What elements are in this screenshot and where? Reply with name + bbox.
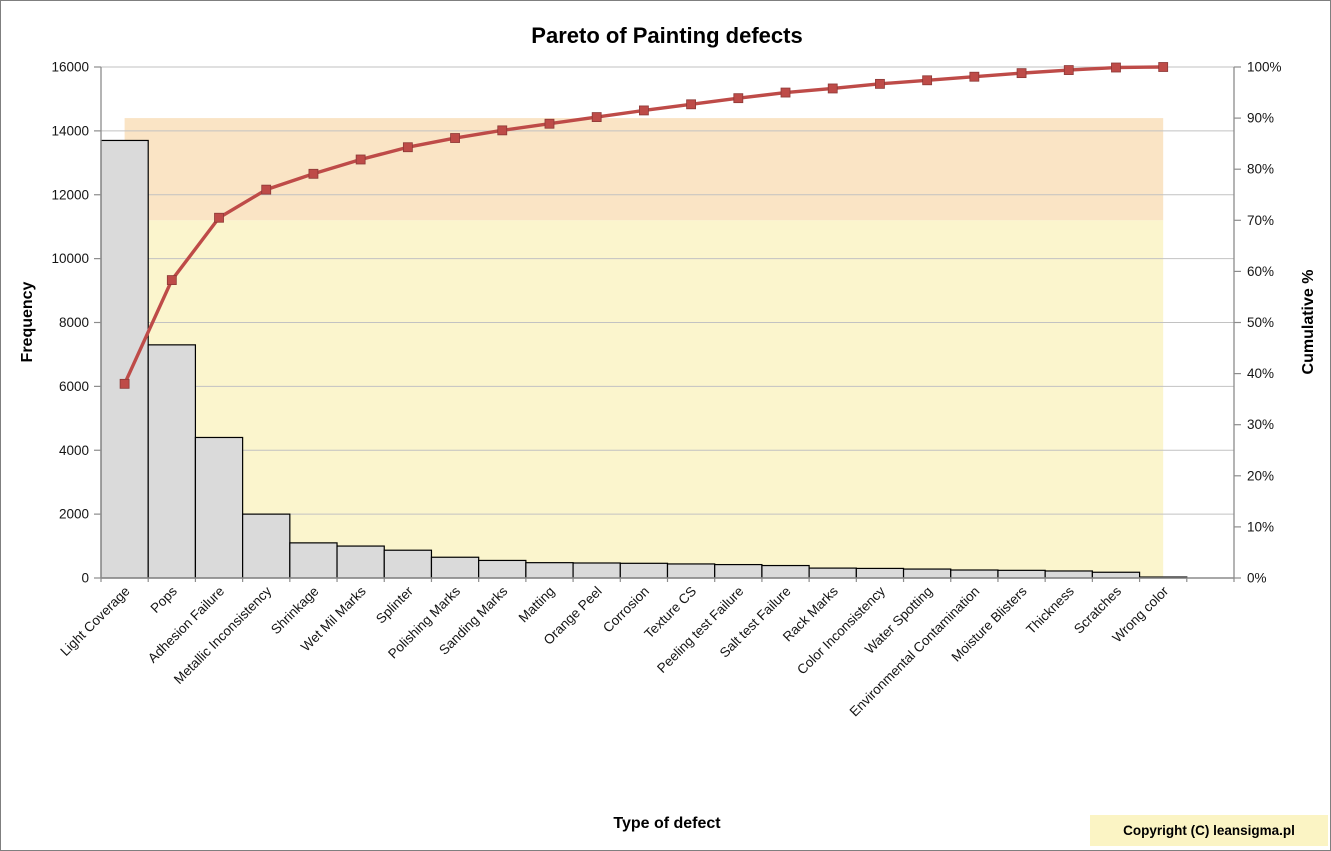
x-tick-label-light-coverage: Light Coverage bbox=[57, 584, 132, 659]
bar-peeling-test-failure bbox=[714, 563, 763, 579]
bar-texture-cs bbox=[666, 563, 716, 579]
x-tick-label-color-inconsistency: Color Inconsistency bbox=[794, 583, 888, 677]
bar-pops bbox=[147, 344, 197, 579]
cumulative-marker-color-inconsistency bbox=[875, 78, 885, 89]
y-right-tick-label-70%: 70% bbox=[1247, 213, 1274, 228]
cumulative-marker-matting bbox=[544, 118, 555, 129]
cumulative-marker-wet-mil-marks bbox=[355, 154, 366, 165]
bar-color-inconsistency bbox=[855, 567, 905, 579]
x-tick-label-splinter: Splinter bbox=[373, 583, 416, 626]
y-right-tick-label-30%: 30% bbox=[1247, 417, 1274, 432]
y-left-tick-label-6000: 6000 bbox=[59, 379, 89, 394]
y-right-tick-label-80%: 80% bbox=[1247, 162, 1274, 177]
y-left-tick-label-8000: 8000 bbox=[59, 315, 89, 330]
x-tick-label-pops: Pops bbox=[148, 583, 181, 616]
bar-sanding-marks bbox=[478, 559, 527, 579]
y-right-tick-label-20%: 20% bbox=[1247, 468, 1274, 483]
bar-wet-mil-marks bbox=[336, 545, 385, 579]
cumulative-marker-texture-cs bbox=[686, 99, 697, 110]
cumulative-marker-light-coverage bbox=[119, 378, 130, 389]
copyright-badge: Copyright (C) leansigma.pl bbox=[1090, 815, 1328, 846]
bar-light-coverage bbox=[100, 139, 149, 579]
cumulative-marker-peeling-test-failure bbox=[733, 93, 744, 104]
x-tick-label-peeling-test-failure: Peeling test Failure bbox=[654, 584, 746, 676]
bar-adhesion-failure bbox=[194, 436, 244, 579]
bar-moisture-blisters bbox=[997, 569, 1046, 579]
cumulative-marker-pops bbox=[166, 275, 177, 285]
band-70-90pct bbox=[124, 118, 1164, 221]
y-left-tick-label-12000: 12000 bbox=[51, 187, 89, 202]
cumulative-marker-environmental-contamination bbox=[969, 71, 980, 82]
y-left-tick-label-10000: 10000 bbox=[51, 251, 89, 266]
y-axis-title-left: Frequency bbox=[19, 281, 36, 362]
y-left-tick-label-0: 0 bbox=[81, 571, 89, 586]
y-left-tick-label-4000: 4000 bbox=[59, 443, 89, 458]
bar-polishing-marks bbox=[430, 556, 480, 579]
cumulative-marker-scratches bbox=[1111, 62, 1121, 73]
cumulative-marker-rack-marks bbox=[827, 83, 838, 94]
band-0-70pct bbox=[124, 220, 1164, 579]
bar-metallic-inconsistency bbox=[242, 513, 291, 579]
y-right-tick-label-50%: 50% bbox=[1247, 315, 1274, 330]
y-left-tick-label-14000: 14000 bbox=[51, 123, 89, 138]
cumulative-marker-water-spotting bbox=[922, 75, 933, 86]
bar-environmental-contamination bbox=[950, 569, 999, 579]
y-right-tick-label-10%: 10% bbox=[1247, 519, 1274, 534]
cumulative-marker-shrinkage bbox=[308, 168, 319, 179]
bar-salt-test-failure bbox=[761, 564, 810, 579]
cumulative-marker-sanding-marks bbox=[497, 125, 508, 136]
y-right-tick-label-60%: 60% bbox=[1247, 264, 1274, 279]
bar-matting bbox=[525, 562, 574, 579]
chart-title: Pareto of Painting defects bbox=[531, 23, 802, 48]
plot-content: 0 2000 4000 6000 8000 10000 12000 14000 16000 0% 1… bbox=[51, 60, 1281, 720]
y-right-tick-label-100%: 100% bbox=[1247, 60, 1282, 75]
y-axis-title-right: Cumulative % bbox=[1300, 270, 1317, 375]
bar-water-spotting bbox=[902, 568, 952, 579]
bar-scratches bbox=[1091, 571, 1141, 579]
x-axis-title: Type of defect bbox=[613, 815, 721, 832]
cumulative-marker-polishing-marks bbox=[450, 133, 460, 143]
cumulative-marker-moisture-blisters bbox=[1016, 68, 1027, 79]
x-tick-label-metallic-inconsistency: Metallic Inconsistency bbox=[171, 583, 275, 687]
y-right-tick-label-40%: 40% bbox=[1247, 366, 1274, 381]
cumulative-marker-thickness bbox=[1063, 65, 1074, 75]
bar-orange-peel bbox=[572, 562, 621, 579]
bar-splinter bbox=[383, 549, 433, 579]
cumulative-marker-adhesion-failure bbox=[214, 212, 224, 223]
cumulative-marker-salt-test-failure bbox=[780, 87, 791, 98]
x-tick-label-thickness: Thickness bbox=[1023, 583, 1077, 637]
x-tick-label-matting: Matting bbox=[516, 584, 558, 626]
cumulative-marker-metallic-inconsistency bbox=[261, 184, 272, 195]
cumulative-marker-orange-peel bbox=[591, 112, 602, 122]
y-right-tick-label-0%: 0% bbox=[1247, 571, 1267, 586]
y-right-tick-label-90%: 90% bbox=[1247, 111, 1274, 126]
bar-thickness bbox=[1044, 570, 1093, 579]
bar-shrinkage bbox=[289, 542, 338, 579]
cumulative-marker-corrosion bbox=[638, 105, 649, 116]
y-left-tick-label-16000: 16000 bbox=[51, 60, 89, 75]
cumulative-marker-splinter bbox=[402, 142, 413, 153]
bar-corrosion bbox=[619, 562, 669, 579]
y-left-tick-label-2000: 2000 bbox=[59, 507, 89, 522]
cumulative-marker-wrong-color bbox=[1158, 62, 1169, 72]
bar-rack-marks bbox=[808, 567, 857, 579]
